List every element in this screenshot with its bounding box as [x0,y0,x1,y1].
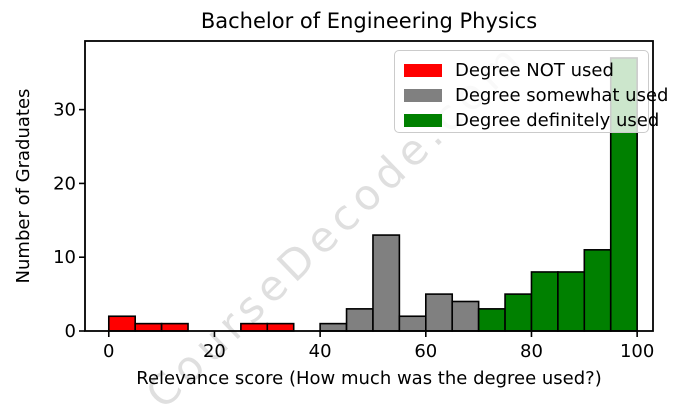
plot-border [84,40,654,332]
histogram-bar [477,308,506,332]
legend-label: Degree NOT used [455,60,614,81]
histogram-bar [134,322,163,332]
x-axis-tick-label: 100 [620,341,654,362]
legend-swatch-gray [404,89,442,102]
chart-figure: CourseDecode.com 0 20 40 60 80 100 0 10 20 30 Bac… [13,9,668,418]
histogram-bar [451,300,480,332]
histogram-bar [530,271,559,332]
histogram-bar [266,322,295,332]
legend-item-not-used: Degree NOT used [404,58,648,83]
x-axis-tick-label: 40 [309,341,332,362]
legend: Degree NOT used Degree somewhat used Deg… [394,50,668,133]
x-axis-tick-label: 60 [414,341,437,362]
x-axis-tick-label: 20 [203,341,226,362]
x-axis-tick-label: 0 [103,341,114,362]
legend-swatch-green [404,114,442,127]
y-axis-label: Number of Graduates [13,88,34,284]
histogram-bar [160,322,189,332]
histogram-bar [107,315,136,332]
histogram-plot: 0 20 40 60 80 100 0 10 20 30 [53,40,654,362]
histogram-bar [345,308,374,332]
histogram-bar [504,293,533,332]
histogram-bar [319,322,348,332]
histogram-bar [557,271,586,332]
legend-swatch-red [404,64,442,77]
histogram-bar [372,234,401,332]
y-axis-tick-label: 30 [53,100,76,121]
legend-label: Degree definitely used [455,110,660,131]
x-axis-label: Relevance score (How much was the degree… [136,368,602,389]
legend-item-definitely-used: Degree definitely used [404,108,659,133]
histogram-bar [240,322,269,332]
legend-label: Degree somewhat used [455,85,669,106]
legend-item-somewhat-used: Degree somewhat used [404,83,668,108]
histogram-bar [398,315,427,332]
y-axis-tick-label: 20 [53,173,76,194]
histogram-bar [583,249,612,332]
y-axis-tick-label: 10 [53,247,76,268]
chart-title: Bachelor of Engineering Physics [200,9,538,33]
y-axis-tick-label: 0 [65,321,76,342]
x-axis-tick-label: 80 [520,341,543,362]
histogram-bar [424,293,454,332]
